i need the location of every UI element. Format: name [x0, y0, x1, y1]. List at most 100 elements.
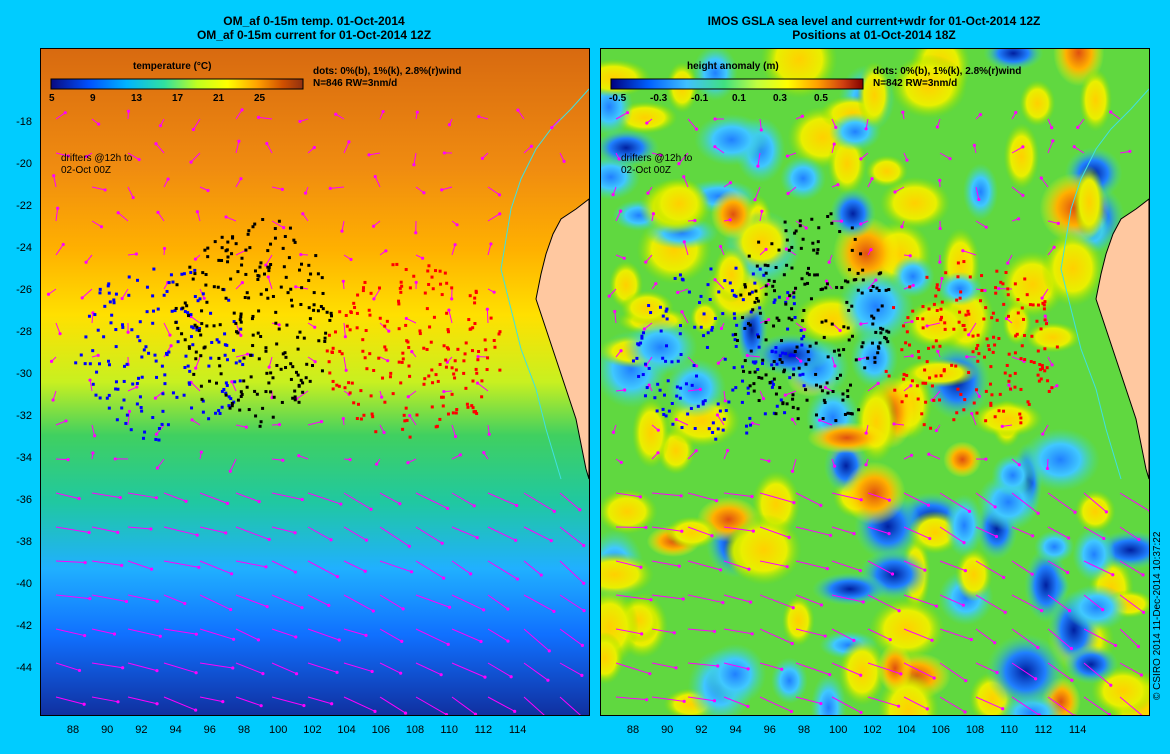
drifter-dot — [238, 379, 242, 383]
current-arrow — [926, 322, 941, 327]
drifter-dot — [1027, 402, 1031, 406]
drifter-dot — [982, 317, 986, 321]
arrow-head — [619, 460, 623, 465]
current-arrow — [55, 696, 85, 705]
lon-label: 98 — [237, 724, 251, 736]
right-map-panel[interactable]: height anomaly (m) -0.5 -0.3 -0.1 0.1 0.3 0.5… — [600, 48, 1150, 716]
arrow-head — [369, 507, 373, 511]
arrow-head — [414, 231, 418, 235]
current-arrows-right — [607, 110, 1149, 715]
drifter-dot — [772, 324, 776, 328]
drifter-dot — [790, 245, 794, 249]
drifter-dot — [686, 412, 690, 416]
drifter-dot — [956, 387, 960, 391]
current-arrow — [939, 662, 967, 681]
arrow-head — [329, 538, 333, 542]
drifter-dot — [204, 283, 208, 287]
arrow-head — [472, 504, 476, 508]
arrow-head — [154, 432, 159, 436]
arrow-head — [713, 278, 717, 282]
drifter-dot — [796, 417, 800, 421]
arrow-head — [935, 125, 939, 129]
drifter-dot — [794, 229, 798, 233]
drifter-dot — [994, 286, 998, 290]
drifter-dot — [467, 318, 471, 322]
current-arrow — [91, 696, 119, 703]
arrow-head — [183, 601, 187, 606]
arrow-head — [299, 252, 303, 257]
drifter-dot — [97, 362, 101, 366]
drifter-dot — [695, 374, 699, 378]
drifter-dot — [774, 265, 778, 269]
arrow-head — [651, 212, 656, 216]
drifter-dot — [226, 240, 230, 244]
left-map-panel[interactable]: temperature (°C) 5 9 13 17 21 25 dots: 0%(b),… — [40, 48, 590, 716]
drifter-dot — [120, 406, 124, 410]
drifter-dot — [98, 396, 102, 400]
drifter-dot — [993, 415, 997, 419]
drifter-dot — [787, 248, 791, 252]
arrow-head — [155, 702, 159, 706]
arrow-head — [156, 210, 160, 214]
current-arrow — [975, 662, 998, 673]
arrow-head — [790, 641, 794, 646]
coastline-cyan-left — [500, 88, 589, 480]
drifter-dot — [908, 343, 912, 347]
drifter-dot — [779, 339, 783, 343]
drifter-dot — [452, 372, 456, 376]
drifter-dot — [758, 267, 762, 271]
arrow-head — [341, 417, 345, 421]
drifter-dot — [147, 351, 151, 355]
drifter-dot — [470, 349, 474, 353]
arrow-head — [158, 124, 163, 128]
drifter-dot — [462, 371, 466, 375]
arrow-head — [718, 244, 723, 249]
arrow-head — [728, 218, 732, 222]
drifter-dot — [846, 280, 850, 284]
arrow-head — [458, 453, 462, 457]
sea-level-eddies — [601, 49, 1149, 715]
drifter-dot — [238, 318, 242, 322]
drifter-dot — [733, 316, 737, 320]
left-count-note-text: N=846 RW=3nm/d — [313, 78, 398, 89]
arrow-head — [66, 458, 70, 462]
arrow-head — [1109, 683, 1113, 687]
arrow-head — [1016, 217, 1021, 221]
right-drifters-line1: drifters @12h to — [621, 153, 693, 164]
drifter-dot — [292, 238, 296, 242]
drifter-dot — [154, 359, 158, 363]
arrow-head — [938, 178, 942, 183]
drifter-dot — [473, 322, 477, 326]
current-arrow — [523, 696, 545, 715]
arrow-head — [1000, 424, 1004, 429]
drifter-dot — [661, 407, 665, 411]
drifter-dot — [788, 354, 792, 358]
arrow-head — [680, 310, 684, 314]
arrow-head — [453, 434, 458, 439]
arrow-head — [116, 700, 120, 704]
drifter-dot — [220, 258, 224, 262]
drifter-dot — [261, 406, 265, 410]
drifter-dot — [269, 242, 273, 246]
drifter-dot — [167, 350, 171, 354]
drifter-dot — [404, 267, 408, 271]
drifter-dot — [266, 249, 270, 253]
current-arrow — [127, 526, 151, 530]
arrow-head — [116, 211, 120, 215]
current-arrow — [1083, 560, 1113, 576]
arrow-head — [728, 181, 733, 185]
current-arrow — [307, 526, 332, 541]
drifter-dot — [232, 320, 236, 324]
arrow-head — [1036, 511, 1040, 515]
current-arrow — [451, 628, 482, 642]
drifter-dot — [446, 328, 450, 332]
drifter-dot — [273, 227, 277, 231]
drifter-dot — [464, 341, 468, 345]
right-map-svg — [601, 49, 1149, 715]
drifter-dot — [140, 355, 144, 359]
drifter-dot — [786, 327, 790, 331]
drifter-dot — [247, 408, 251, 412]
australia-land-left — [535, 198, 589, 480]
drifter-dot — [790, 307, 794, 311]
current-arrow — [235, 424, 247, 428]
